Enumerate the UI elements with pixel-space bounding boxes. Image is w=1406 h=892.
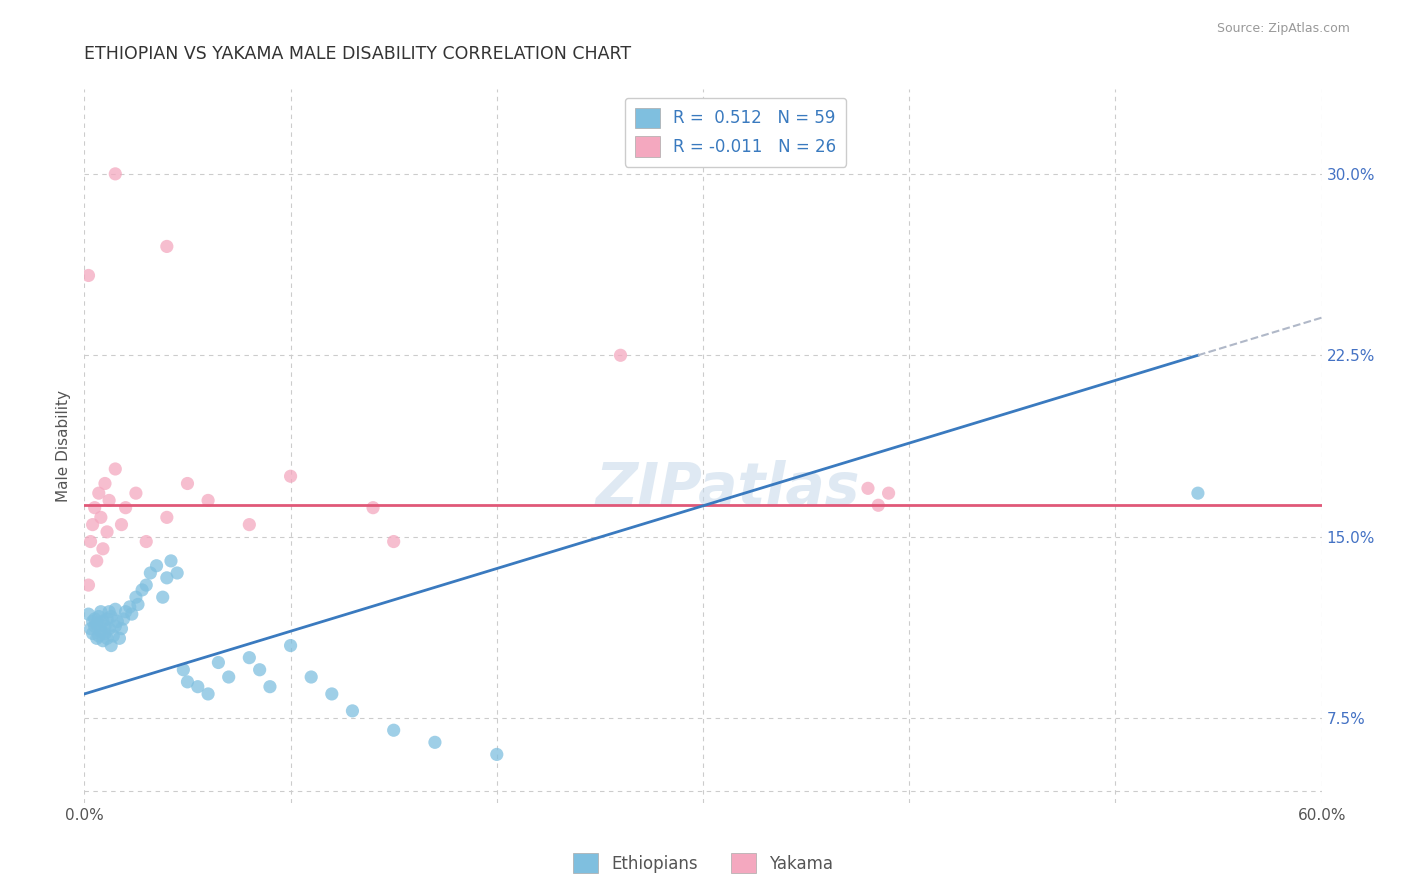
Point: [82, 615, 104, 629]
Text: ZIPatlas: ZIPatlas: [596, 460, 860, 517]
Point: [197, 493, 219, 508]
Point: [82, 517, 104, 532]
Point: [176, 674, 198, 689]
Point: [172, 663, 194, 677]
Point: [77, 607, 100, 621]
Point: [118, 599, 141, 614]
Point: [187, 680, 209, 694]
Point: [96, 632, 118, 646]
Point: [145, 558, 167, 573]
Point: [152, 590, 174, 604]
Text: Source: ZipAtlas.com: Source: ZipAtlas.com: [1216, 22, 1350, 36]
Point: [90, 605, 112, 619]
Point: [125, 590, 148, 604]
Point: [77, 578, 100, 592]
Point: [108, 632, 131, 646]
Point: [868, 498, 890, 512]
Point: [423, 735, 446, 749]
Point: [98, 622, 121, 636]
Legend: Ethiopians, Yakama: Ethiopians, Yakama: [567, 847, 839, 880]
Point: [91, 541, 114, 556]
Point: [83, 500, 105, 515]
Point: [82, 626, 104, 640]
Point: [87, 486, 110, 500]
Point: [127, 598, 149, 612]
Point: [87, 629, 110, 643]
Point: [98, 605, 121, 619]
Point: [96, 524, 118, 539]
Point: [280, 639, 302, 653]
Point: [382, 534, 405, 549]
Point: [342, 704, 364, 718]
Point: [156, 239, 179, 253]
Point: [90, 510, 112, 524]
Point: [104, 602, 127, 616]
Point: [166, 566, 188, 580]
Point: [77, 268, 100, 283]
Point: [280, 469, 302, 483]
Point: [156, 571, 179, 585]
Point: [104, 167, 127, 181]
Point: [94, 626, 117, 640]
Point: [856, 481, 879, 495]
Point: [125, 486, 148, 500]
Point: [87, 609, 110, 624]
Point: [112, 612, 135, 626]
Point: [79, 622, 101, 636]
Point: [238, 517, 260, 532]
Point: [79, 534, 101, 549]
Point: [91, 633, 114, 648]
Point: [114, 500, 136, 515]
Point: [160, 554, 183, 568]
Point: [321, 687, 343, 701]
Point: [96, 612, 118, 626]
Point: [94, 619, 117, 633]
Point: [139, 566, 162, 580]
Point: [91, 615, 114, 629]
Point: [110, 517, 132, 532]
Point: [135, 578, 157, 592]
Point: [104, 462, 127, 476]
Point: [259, 680, 281, 694]
Point: [197, 687, 219, 701]
Point: [83, 619, 105, 633]
Point: [100, 609, 122, 624]
Point: [90, 624, 112, 638]
Point: [86, 632, 108, 646]
Point: [104, 619, 127, 633]
Y-axis label: Male Disability: Male Disability: [56, 390, 72, 502]
Point: [238, 650, 260, 665]
Text: ETHIOPIAN VS YAKAMA MALE DISABILITY CORRELATION CHART: ETHIOPIAN VS YAKAMA MALE DISABILITY CORR…: [84, 45, 631, 62]
Point: [103, 629, 125, 643]
Point: [1187, 486, 1209, 500]
Point: [156, 510, 179, 524]
Point: [114, 605, 136, 619]
Point: [94, 476, 117, 491]
Point: [100, 639, 122, 653]
Point: [86, 554, 108, 568]
Point: [207, 656, 229, 670]
Point: [299, 670, 322, 684]
Point: [609, 348, 631, 362]
Point: [485, 747, 508, 762]
Point: [131, 582, 153, 597]
Point: [135, 534, 157, 549]
Point: [361, 500, 384, 515]
Point: [382, 723, 405, 738]
Point: [105, 615, 128, 629]
Point: [83, 612, 105, 626]
Point: [249, 663, 271, 677]
Point: [86, 616, 108, 631]
Point: [98, 493, 121, 508]
Point: [176, 476, 198, 491]
Point: [218, 670, 240, 684]
Point: [877, 486, 900, 500]
Point: [110, 622, 132, 636]
Point: [121, 607, 143, 621]
